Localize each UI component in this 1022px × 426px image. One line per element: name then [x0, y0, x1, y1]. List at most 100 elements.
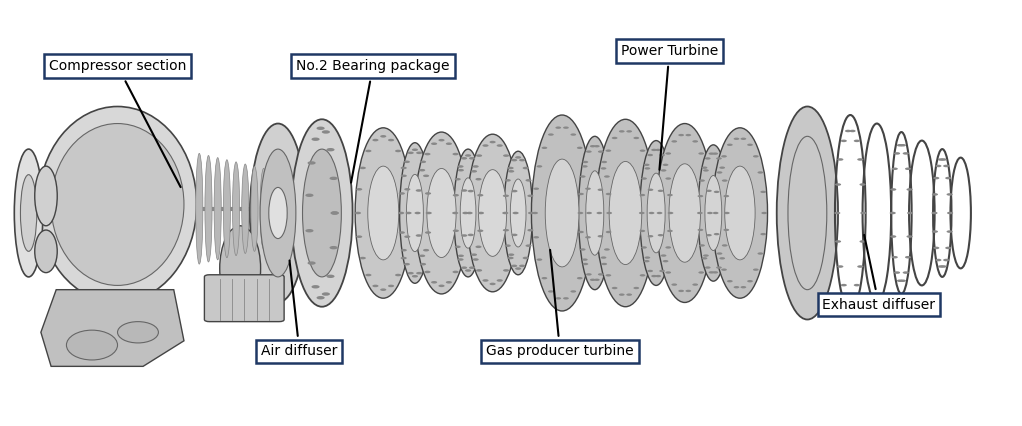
- Circle shape: [579, 176, 586, 178]
- Circle shape: [651, 149, 657, 151]
- Circle shape: [692, 140, 698, 143]
- Circle shape: [505, 245, 511, 247]
- Circle shape: [326, 275, 334, 278]
- Circle shape: [490, 141, 496, 144]
- Circle shape: [399, 192, 405, 195]
- Circle shape: [468, 233, 474, 236]
- Circle shape: [716, 266, 722, 269]
- Circle shape: [935, 165, 941, 167]
- Circle shape: [542, 147, 548, 149]
- Circle shape: [857, 265, 864, 268]
- Circle shape: [555, 297, 561, 299]
- Circle shape: [686, 290, 691, 292]
- Ellipse shape: [251, 166, 259, 251]
- Circle shape: [860, 240, 866, 243]
- Circle shape: [519, 265, 525, 267]
- Circle shape: [601, 256, 606, 259]
- Circle shape: [655, 149, 661, 151]
- Ellipse shape: [712, 128, 768, 298]
- Circle shape: [761, 212, 768, 214]
- Ellipse shape: [705, 176, 722, 250]
- Circle shape: [946, 230, 953, 233]
- Ellipse shape: [698, 145, 729, 281]
- Circle shape: [943, 165, 949, 167]
- Circle shape: [528, 212, 535, 214]
- Circle shape: [420, 263, 426, 265]
- Circle shape: [465, 154, 471, 157]
- Circle shape: [644, 260, 650, 262]
- Circle shape: [703, 254, 709, 257]
- Ellipse shape: [669, 164, 700, 262]
- Circle shape: [943, 259, 949, 261]
- Ellipse shape: [546, 159, 579, 267]
- Circle shape: [533, 236, 539, 239]
- Circle shape: [416, 272, 422, 274]
- Circle shape: [634, 287, 639, 289]
- Ellipse shape: [196, 153, 202, 264]
- Circle shape: [658, 234, 663, 236]
- Ellipse shape: [647, 173, 665, 253]
- Circle shape: [532, 212, 538, 214]
- Ellipse shape: [777, 106, 838, 320]
- Circle shape: [598, 189, 603, 191]
- Ellipse shape: [35, 166, 57, 226]
- Circle shape: [461, 189, 467, 192]
- Circle shape: [605, 150, 611, 152]
- Ellipse shape: [66, 330, 118, 360]
- Circle shape: [946, 193, 953, 196]
- Circle shape: [446, 142, 452, 145]
- Circle shape: [660, 169, 666, 172]
- Ellipse shape: [14, 149, 43, 277]
- Circle shape: [388, 285, 394, 287]
- Circle shape: [724, 229, 729, 231]
- Circle shape: [902, 152, 909, 155]
- Circle shape: [420, 161, 426, 163]
- Circle shape: [322, 292, 330, 296]
- Circle shape: [425, 231, 431, 234]
- Circle shape: [458, 165, 464, 168]
- Circle shape: [471, 253, 477, 256]
- Circle shape: [399, 231, 405, 234]
- Ellipse shape: [427, 168, 456, 257]
- Circle shape: [519, 159, 525, 161]
- Ellipse shape: [35, 230, 57, 273]
- Circle shape: [645, 167, 650, 170]
- Ellipse shape: [215, 158, 222, 260]
- Circle shape: [698, 153, 704, 155]
- Circle shape: [424, 153, 430, 155]
- Circle shape: [476, 154, 482, 157]
- Circle shape: [727, 144, 733, 146]
- Circle shape: [651, 275, 657, 277]
- Circle shape: [945, 247, 951, 249]
- Circle shape: [458, 169, 464, 171]
- Circle shape: [716, 157, 722, 160]
- Circle shape: [679, 134, 684, 136]
- Circle shape: [699, 179, 705, 182]
- Circle shape: [329, 246, 337, 249]
- Circle shape: [667, 230, 672, 232]
- Circle shape: [512, 212, 519, 214]
- Circle shape: [932, 230, 938, 233]
- Circle shape: [471, 170, 477, 173]
- Circle shape: [662, 260, 668, 262]
- Circle shape: [698, 195, 703, 197]
- Ellipse shape: [407, 174, 423, 252]
- Circle shape: [408, 152, 414, 154]
- Polygon shape: [41, 290, 184, 366]
- Circle shape: [665, 246, 671, 249]
- Circle shape: [453, 271, 459, 273]
- Circle shape: [645, 256, 650, 259]
- Circle shape: [945, 177, 951, 179]
- Circle shape: [438, 139, 445, 141]
- Circle shape: [453, 230, 459, 232]
- Circle shape: [508, 167, 514, 169]
- Circle shape: [849, 294, 855, 296]
- Circle shape: [857, 158, 864, 161]
- Text: Exhaust diffuser: Exhaust diffuser: [823, 235, 935, 311]
- Circle shape: [576, 147, 583, 149]
- Circle shape: [716, 171, 723, 174]
- Circle shape: [601, 263, 607, 265]
- Circle shape: [396, 150, 402, 152]
- Circle shape: [604, 248, 610, 250]
- Circle shape: [753, 155, 758, 158]
